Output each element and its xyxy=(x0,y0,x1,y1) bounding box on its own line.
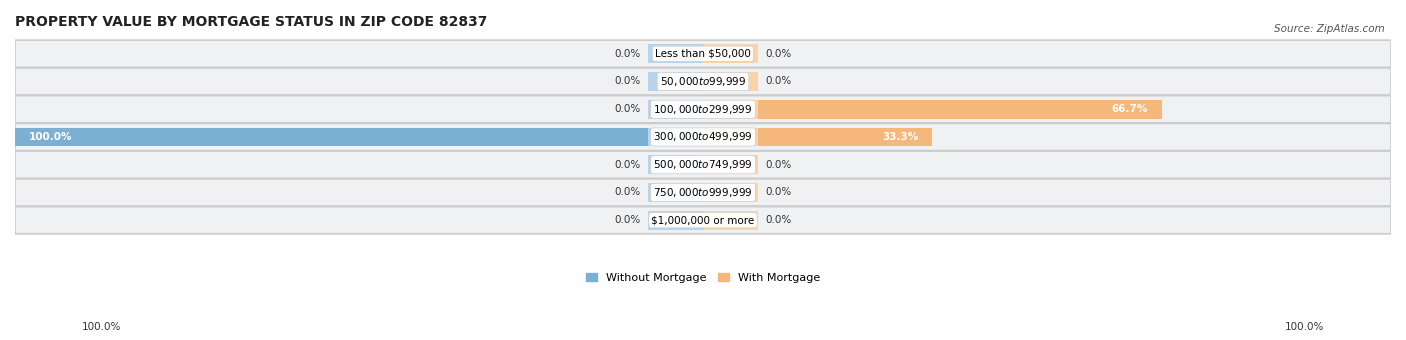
Text: 0.0%: 0.0% xyxy=(765,49,792,59)
FancyBboxPatch shape xyxy=(15,179,1391,206)
Text: $1,000,000 or more: $1,000,000 or more xyxy=(651,215,755,225)
Bar xyxy=(703,44,758,63)
Text: 0.0%: 0.0% xyxy=(765,187,792,198)
Bar xyxy=(648,44,703,63)
Text: $50,000 to $99,999: $50,000 to $99,999 xyxy=(659,75,747,88)
Text: $750,000 to $999,999: $750,000 to $999,999 xyxy=(654,186,752,199)
Bar xyxy=(15,128,703,147)
Bar xyxy=(703,100,1161,119)
Text: 100.0%: 100.0% xyxy=(1285,322,1324,332)
Text: 0.0%: 0.0% xyxy=(614,49,641,59)
Text: 0.0%: 0.0% xyxy=(765,160,792,170)
FancyBboxPatch shape xyxy=(15,68,1391,95)
FancyBboxPatch shape xyxy=(15,40,1391,67)
Text: 0.0%: 0.0% xyxy=(614,104,641,114)
Text: Source: ZipAtlas.com: Source: ZipAtlas.com xyxy=(1274,24,1385,34)
Bar xyxy=(703,72,758,91)
Text: 0.0%: 0.0% xyxy=(614,215,641,225)
Legend: Without Mortgage, With Mortgage: Without Mortgage, With Mortgage xyxy=(582,268,824,287)
Text: 0.0%: 0.0% xyxy=(765,76,792,86)
Text: $300,000 to $499,999: $300,000 to $499,999 xyxy=(654,131,752,143)
Bar xyxy=(703,100,758,119)
Text: $100,000 to $299,999: $100,000 to $299,999 xyxy=(654,103,752,116)
Bar xyxy=(703,211,758,230)
Text: $500,000 to $749,999: $500,000 to $749,999 xyxy=(654,158,752,171)
Bar xyxy=(648,155,703,174)
Bar xyxy=(703,128,758,147)
Text: 100.0%: 100.0% xyxy=(28,132,72,142)
Text: 0.0%: 0.0% xyxy=(765,215,792,225)
Text: 100.0%: 100.0% xyxy=(82,322,121,332)
Text: 0.0%: 0.0% xyxy=(614,76,641,86)
Bar xyxy=(648,211,703,230)
Bar xyxy=(648,183,703,202)
Bar xyxy=(703,155,758,174)
Text: PROPERTY VALUE BY MORTGAGE STATUS IN ZIP CODE 82837: PROPERTY VALUE BY MORTGAGE STATUS IN ZIP… xyxy=(15,15,488,29)
Text: 66.7%: 66.7% xyxy=(1112,104,1149,114)
Text: 33.3%: 33.3% xyxy=(882,132,918,142)
FancyBboxPatch shape xyxy=(15,207,1391,234)
Bar xyxy=(648,72,703,91)
Text: Less than $50,000: Less than $50,000 xyxy=(655,49,751,59)
Bar xyxy=(648,128,703,147)
FancyBboxPatch shape xyxy=(15,123,1391,151)
Bar xyxy=(648,100,703,119)
Bar xyxy=(703,128,932,147)
Text: 0.0%: 0.0% xyxy=(614,187,641,198)
FancyBboxPatch shape xyxy=(15,151,1391,178)
Text: 0.0%: 0.0% xyxy=(614,160,641,170)
Bar xyxy=(703,183,758,202)
FancyBboxPatch shape xyxy=(15,96,1391,123)
